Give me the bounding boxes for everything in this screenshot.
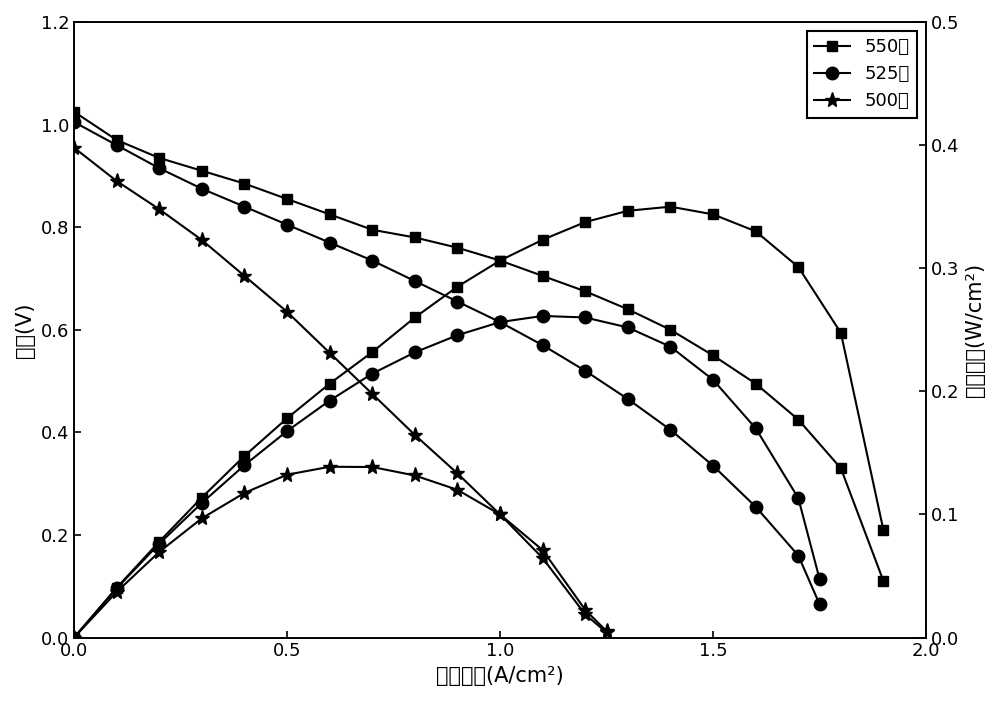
500度 xyxy=(579,611,591,619)
Y-axis label: 电压(V): 电压(V) xyxy=(15,302,35,358)
525度 xyxy=(792,551,804,559)
550度 xyxy=(622,305,634,313)
500度 xyxy=(324,348,336,357)
525度 xyxy=(451,297,463,306)
500度 xyxy=(601,628,613,637)
Legend: 550度, 525度, 500度: 550度, 525度, 500度 xyxy=(807,31,917,118)
525度 xyxy=(579,367,591,375)
550度 xyxy=(494,257,506,265)
525度 xyxy=(324,238,336,247)
500度 xyxy=(409,430,421,439)
500度 xyxy=(494,510,506,519)
525度 xyxy=(196,184,208,193)
Y-axis label: 功率密度(W/cm²): 功率密度(W/cm²) xyxy=(965,263,985,397)
500度 xyxy=(281,308,293,316)
Line: 500度: 500度 xyxy=(66,140,614,640)
Line: 525度: 525度 xyxy=(68,116,826,611)
525度 xyxy=(707,461,719,470)
550度 xyxy=(451,243,463,252)
525度 xyxy=(111,141,123,149)
550度 xyxy=(750,379,762,388)
550度 xyxy=(324,210,336,219)
525度 xyxy=(814,600,826,608)
500度 xyxy=(451,469,463,477)
525度 xyxy=(68,118,80,126)
500度 xyxy=(196,236,208,244)
500度 xyxy=(238,272,250,280)
550度 xyxy=(68,107,80,116)
550度 xyxy=(409,233,421,242)
525度 xyxy=(622,395,634,403)
525度 xyxy=(153,164,165,172)
525度 xyxy=(366,257,378,265)
525度 xyxy=(409,277,421,285)
550度 xyxy=(707,351,719,360)
550度 xyxy=(792,416,804,424)
550度 xyxy=(153,154,165,162)
550度 xyxy=(111,136,123,144)
500度 xyxy=(537,554,549,562)
550度 xyxy=(877,577,889,585)
550度 xyxy=(835,464,847,472)
550度 xyxy=(664,325,676,334)
500度 xyxy=(153,205,165,213)
500度 xyxy=(111,177,123,185)
550度 xyxy=(366,226,378,234)
525度 xyxy=(494,318,506,326)
Line: 550度: 550度 xyxy=(69,107,888,586)
X-axis label: 电流密度(A/cm²): 电流密度(A/cm²) xyxy=(436,666,564,686)
525度 xyxy=(238,203,250,211)
550度 xyxy=(281,195,293,203)
550度 xyxy=(196,167,208,175)
525度 xyxy=(537,341,549,349)
550度 xyxy=(238,179,250,188)
500度 xyxy=(68,144,80,152)
550度 xyxy=(579,287,591,296)
550度 xyxy=(537,272,549,280)
525度 xyxy=(281,220,293,229)
525度 xyxy=(664,426,676,434)
500度 xyxy=(366,390,378,398)
525度 xyxy=(750,503,762,511)
